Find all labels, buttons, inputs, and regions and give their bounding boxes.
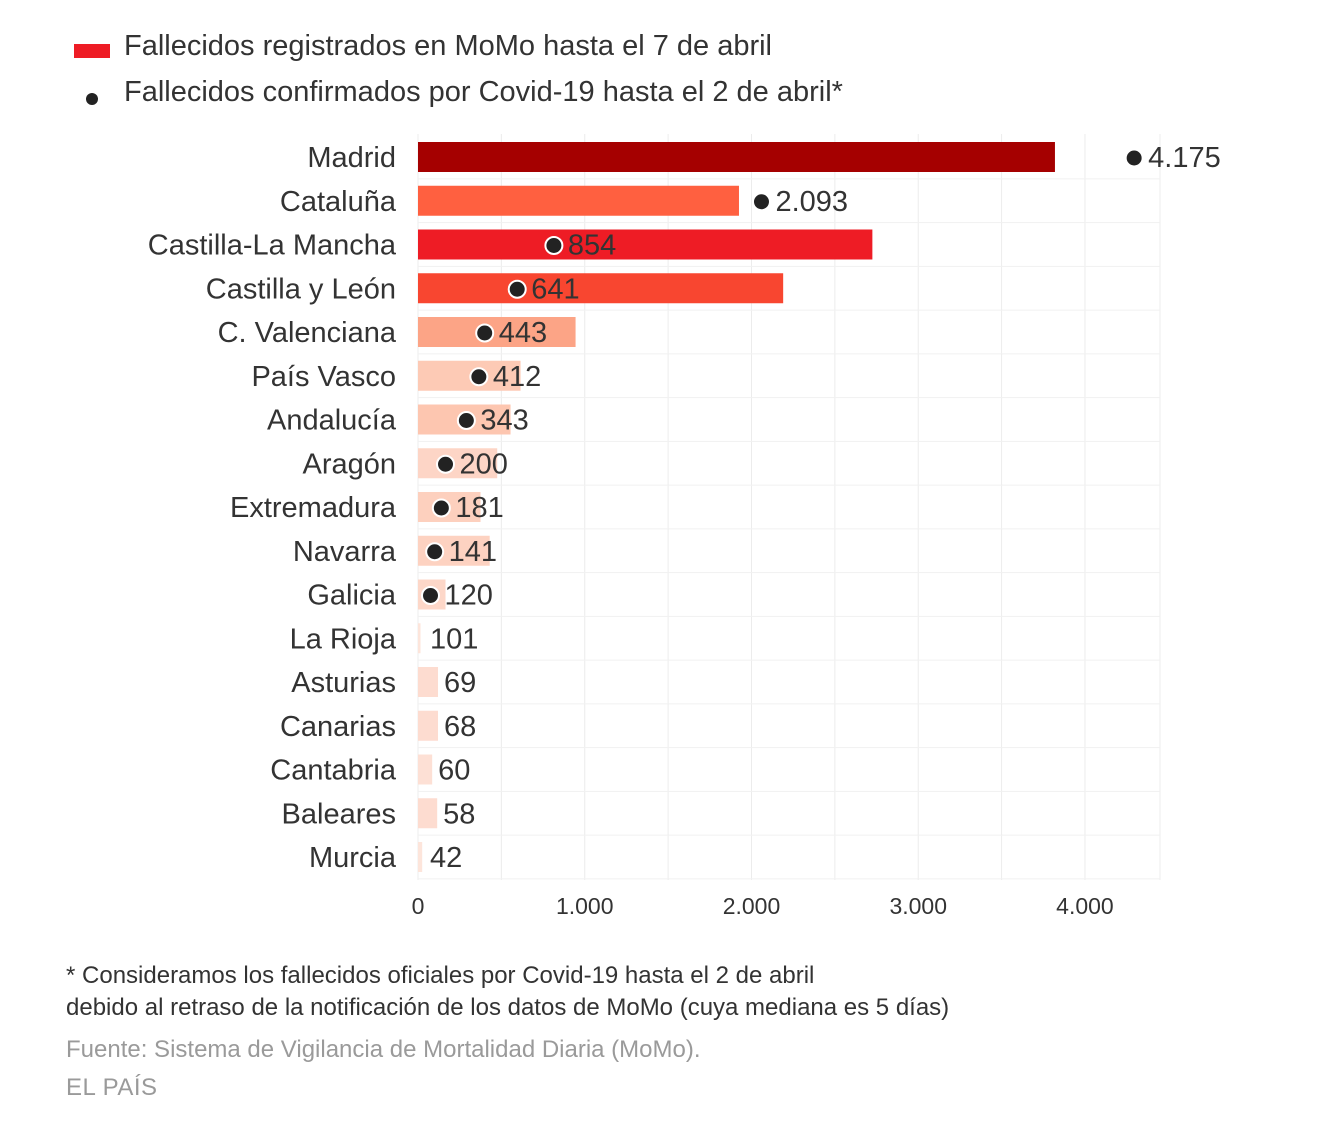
category-label: País Vasco bbox=[251, 361, 396, 393]
category-label: Murcia bbox=[309, 842, 397, 874]
footnote-line-2: debido al retraso de la notificación de … bbox=[66, 994, 950, 1021]
bar bbox=[418, 360, 521, 391]
value-label: 443 bbox=[499, 317, 547, 349]
category-label: Cantabria bbox=[270, 755, 397, 787]
data-point-dot bbox=[421, 586, 441, 605]
value-label: 68 bbox=[444, 711, 476, 743]
category-label: Aragón bbox=[302, 448, 396, 480]
category-label: C. Valenciana bbox=[218, 317, 397, 349]
value-label: 58 bbox=[443, 798, 475, 830]
bar bbox=[418, 317, 576, 347]
footnote-line-1: * Consideramos los fallecidos oficiales … bbox=[66, 962, 815, 989]
value-label: 412 bbox=[493, 361, 541, 393]
value-label: 101 bbox=[430, 623, 478, 655]
category-label: Madrid bbox=[307, 142, 396, 174]
category-label: Extremadura bbox=[230, 492, 397, 524]
data-point-dot bbox=[456, 411, 476, 430]
x-tick-label: 3.000 bbox=[889, 893, 947, 919]
x-tick-label: 0 bbox=[412, 893, 425, 919]
value-label: 181 bbox=[455, 492, 503, 524]
data-point-dot bbox=[751, 192, 771, 212]
bar bbox=[418, 623, 421, 654]
legend-swatch-bar bbox=[74, 44, 110, 58]
value-label: 120 bbox=[445, 580, 493, 612]
value-label: 200 bbox=[460, 448, 508, 480]
value-label: 854 bbox=[568, 230, 616, 262]
value-label: 60 bbox=[438, 755, 470, 787]
category-label: La Rioja bbox=[290, 623, 397, 655]
data-point-dot bbox=[469, 367, 489, 387]
category-label: Galicia bbox=[307, 580, 397, 612]
bar bbox=[418, 273, 784, 304]
category-label: Canarias bbox=[280, 711, 396, 743]
bar bbox=[418, 754, 433, 785]
value-label: 141 bbox=[449, 536, 497, 568]
bar bbox=[418, 667, 439, 697]
bar bbox=[418, 842, 423, 872]
data-point-dot bbox=[436, 454, 456, 474]
bar bbox=[418, 229, 873, 260]
legend-label-momo: Fallecidos registrados en MoMo hasta el … bbox=[124, 30, 772, 62]
value-label: 2.093 bbox=[775, 186, 848, 218]
bar bbox=[418, 185, 739, 216]
x-tick-label: 2.000 bbox=[723, 893, 781, 919]
bar bbox=[418, 798, 438, 829]
data-point-dot bbox=[1124, 148, 1144, 168]
bar bbox=[418, 710, 439, 741]
x-tick-label: 1.000 bbox=[556, 893, 614, 919]
legend-dot-marker bbox=[86, 93, 98, 105]
data-point-dot bbox=[431, 498, 451, 518]
category-label: Navarra bbox=[293, 536, 397, 568]
value-label: 343 bbox=[480, 405, 528, 437]
category-label: Castilla y León bbox=[206, 273, 396, 305]
legend-label-covid: Fallecidos confirmados por Covid-19 hast… bbox=[124, 76, 843, 108]
brand-label: EL PAÍS bbox=[66, 1074, 158, 1101]
x-tick-label: 4.000 bbox=[1056, 893, 1114, 919]
data-point-dot bbox=[475, 323, 495, 343]
bar-chart: Madrid 4.175 Cataluña 2.093 Castilla-La Manc… bbox=[148, 134, 1221, 919]
data-point-dot bbox=[425, 542, 445, 562]
bar bbox=[418, 142, 1055, 172]
category-label: Asturias bbox=[291, 667, 396, 699]
footnote: * Consideramos los fallecidos oficiales … bbox=[66, 960, 949, 1024]
bar bbox=[418, 448, 498, 479]
value-label: 69 bbox=[444, 667, 476, 699]
category-label: Andalucía bbox=[267, 405, 397, 437]
category-label: Baleares bbox=[282, 798, 396, 830]
value-label: 641 bbox=[531, 273, 579, 305]
source-note: Fuente: Sistema de Vigilancia de Mortali… bbox=[66, 1036, 701, 1063]
data-point-dot bbox=[507, 279, 527, 299]
value-label: 42 bbox=[430, 842, 462, 874]
category-label: Castilla-La Mancha bbox=[148, 230, 397, 262]
data-point-dot bbox=[544, 236, 564, 255]
category-label: Cataluña bbox=[280, 186, 397, 218]
value-label: 4.175 bbox=[1148, 142, 1221, 174]
